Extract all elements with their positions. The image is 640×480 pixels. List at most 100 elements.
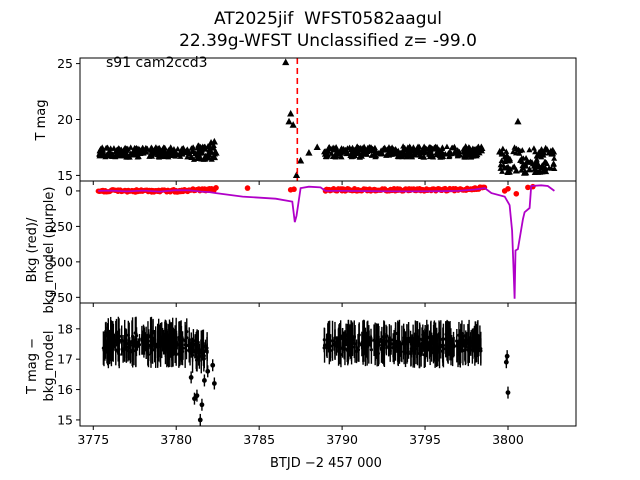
y-tick-label: 500 [49, 254, 73, 269]
band-marker [322, 338, 326, 342]
band-marker [167, 342, 172, 347]
band-marker [469, 339, 473, 343]
lightcurve-marker [504, 163, 512, 171]
band-marker [441, 349, 445, 353]
band-marker [478, 334, 482, 339]
x-tick-label: 3790 [326, 432, 358, 447]
band-marker [550, 161, 557, 167]
band-marker [538, 146, 545, 152]
band-marker [329, 344, 333, 348]
band-marker [193, 349, 197, 353]
band-marker [104, 144, 111, 150]
band-marker [211, 154, 218, 160]
band-marker [415, 143, 422, 149]
lightcurve-marker [371, 146, 379, 154]
band-marker [527, 158, 534, 164]
band-marker [183, 343, 187, 347]
lightcurve-marker [139, 149, 147, 156]
band-marker [463, 348, 468, 352]
band-marker [201, 343, 205, 347]
band-marker [466, 145, 473, 151]
band-marker [205, 349, 209, 353]
band-marker [339, 352, 343, 357]
band-marker [158, 343, 162, 348]
y-tick-label: 17 [57, 352, 73, 367]
y-tick-label: 0 [65, 183, 73, 198]
lightcurve-marker [471, 147, 479, 155]
band-marker [452, 345, 456, 349]
band-marker [124, 342, 129, 346]
band-marker [178, 343, 183, 347]
band-marker [207, 144, 214, 151]
bkg-point [291, 186, 297, 193]
band-marker [536, 163, 543, 170]
band-marker [132, 340, 137, 344]
band-marker [119, 339, 123, 343]
band-marker [343, 147, 350, 154]
band-marker [174, 340, 178, 344]
panel3-ylabel: T mag − bkg_model [24, 311, 58, 421]
lightcurve-marker [164, 149, 172, 156]
band-marker [115, 335, 119, 339]
band-marker [448, 150, 455, 157]
band-marker [161, 145, 168, 152]
lightcurve-marker [289, 121, 297, 128]
panel1-plot-area [96, 58, 558, 181]
band-marker [195, 344, 199, 349]
band-marker [346, 144, 353, 151]
band-marker [111, 333, 116, 337]
diff-marker [205, 368, 211, 374]
band-marker [326, 143, 333, 150]
band-marker [388, 349, 392, 353]
diff-marker [504, 353, 510, 359]
band-marker [136, 340, 140, 344]
band-marker [387, 145, 394, 152]
panel3-plot-area [101, 316, 511, 426]
lightcurve-marker [194, 151, 202, 158]
band-marker [369, 348, 373, 352]
band-marker [499, 168, 506, 174]
lightcurve-marker [355, 149, 363, 156]
lightcurve-marker [421, 147, 429, 155]
band-marker [523, 163, 530, 169]
lightcurve-marker [122, 151, 131, 158]
band-marker [102, 348, 106, 352]
band-marker [393, 339, 398, 344]
band-marker [551, 165, 558, 172]
band-marker [362, 335, 366, 339]
lightcurve-marker [106, 147, 114, 155]
band-marker [163, 348, 168, 353]
lightcurve-marker [287, 109, 295, 117]
lightcurve-marker [212, 149, 220, 156]
band-marker [539, 162, 546, 168]
band-marker [330, 147, 337, 153]
band-marker [472, 340, 476, 344]
lightcurve-marker [180, 147, 189, 155]
band-marker [542, 164, 549, 170]
band-marker [165, 340, 169, 344]
diff-marker [197, 417, 203, 423]
bkg-point [438, 187, 445, 194]
band-marker [384, 339, 389, 343]
band-marker [429, 337, 433, 341]
band-marker [461, 154, 468, 160]
band-marker [361, 143, 368, 149]
band-marker [131, 348, 135, 352]
band-marker [123, 339, 127, 343]
band-marker [504, 169, 511, 175]
x-tick-label: 3785 [243, 432, 275, 447]
panel1-annotation: s91 cam2ccd3 [106, 55, 208, 71]
band-marker [340, 346, 345, 350]
diff-marker [211, 381, 217, 386]
lightcurve-marker [292, 171, 301, 179]
band-marker [526, 146, 533, 153]
band-marker [546, 164, 553, 171]
panel2-plot-area [95, 183, 555, 299]
lightcurve-marker [438, 149, 446, 156]
band-marker [324, 343, 329, 347]
band-marker [503, 152, 510, 158]
lightcurve-marker [282, 58, 290, 66]
bkg-point [244, 185, 251, 191]
x-tick-label: 3795 [409, 432, 441, 447]
